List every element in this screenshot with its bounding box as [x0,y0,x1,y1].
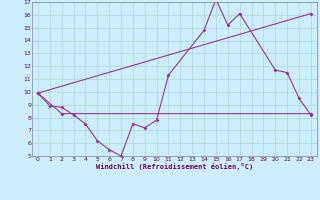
X-axis label: Windchill (Refroidissement éolien,°C): Windchill (Refroidissement éolien,°C) [96,163,253,170]
